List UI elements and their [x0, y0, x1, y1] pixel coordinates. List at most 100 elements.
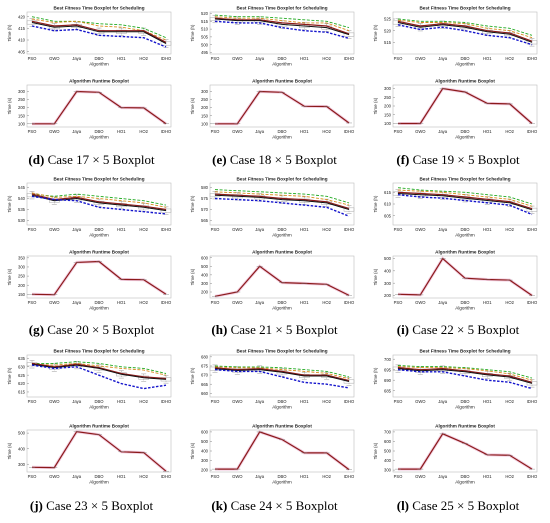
x-axis-label: Algorithm: [455, 480, 475, 485]
series-line-blue: [31, 25, 167, 48]
panel-title: Algorithm Runtime Boxplot: [435, 250, 495, 255]
y-tick-label: 200: [18, 283, 26, 288]
y-tick-label: 575: [201, 196, 209, 201]
y-tick-label: 540: [18, 196, 26, 201]
x-tick-label: PSO: [394, 399, 404, 404]
x-tick-label: HO2: [505, 129, 514, 134]
y-tick-label: 615: [18, 390, 26, 395]
y-tick-label: 300: [201, 281, 209, 286]
chart-panel-l-fitness: Best Fitness Time Boxplot for Scheduling…: [373, 349, 538, 410]
x-tick-label: Jaya: [255, 474, 265, 479]
y-tick-label: 415: [18, 26, 26, 31]
x-tick-label: HO2: [505, 399, 514, 404]
x-axis-label: Algorithm: [89, 306, 109, 311]
x-tick-label: HO1: [117, 129, 126, 134]
series-line-main: [397, 367, 533, 383]
y-axis-label: Time (s): [373, 442, 378, 459]
y-tick-label: 600: [384, 439, 392, 444]
y-tick-label: 500: [201, 264, 209, 269]
x-tick-label: HO2: [322, 300, 331, 305]
panel-title: Algorithm Runtime Boxplot: [252, 79, 312, 84]
series-line-green: [31, 16, 167, 39]
plot-area: [209, 429, 355, 473]
x-axis-label: Algorithm: [272, 135, 292, 140]
y-tick-label: 250: [18, 97, 26, 102]
series-line-orange: [214, 191, 350, 206]
x-tick-label: HO1: [483, 300, 492, 305]
x-tick-label: DBO: [460, 227, 470, 232]
x-tick-label: PSO: [28, 56, 38, 61]
x-tick-label: PSO: [28, 300, 38, 305]
y-tick-label: 500: [201, 439, 209, 444]
x-tick-label: GWO: [232, 227, 243, 232]
chart-panel-i-runtime: Algorithm Runtime Boxplot 200 300 400 500 PSO…: [373, 250, 538, 311]
x-tick-label: IDHO: [161, 474, 172, 479]
y-tick-label: 635: [18, 356, 26, 361]
box: [343, 379, 355, 384]
caption-text: Case 25 × 5 Boxplot: [412, 498, 520, 513]
y-tick-label: 580: [201, 185, 209, 190]
y-tick-label: 690: [384, 378, 392, 383]
x-tick-label: Jaya: [72, 300, 82, 305]
y-tick-label: 350: [18, 255, 26, 260]
x-tick-label: DBO: [460, 129, 470, 134]
y-tick-label: 100: [384, 121, 392, 126]
y-tick-label: 660: [201, 391, 209, 396]
y-tick-label: 250: [201, 97, 209, 102]
caption-letter: (d): [28, 152, 45, 167]
x-tick-label: Jaya: [438, 56, 448, 61]
chart-panel-d-runtime: Algorithm Runtime Boxplot 100 150 200 250 300…: [7, 79, 172, 140]
x-tick-label: GWO: [232, 56, 243, 61]
y-tick-label: 510: [201, 27, 209, 32]
y-axis-label: Time (s): [190, 442, 195, 459]
series-line-black: [31, 363, 167, 380]
caption-text: Case 21 × 5 Boxplot: [230, 322, 338, 337]
x-tick-label: HO2: [139, 300, 148, 305]
x-tick-label: HO2: [139, 129, 148, 134]
series-line-green: [397, 187, 533, 205]
y-tick-label: 670: [201, 373, 209, 378]
x-tick-label: DBO: [94, 300, 104, 305]
y-tick-label: 610: [384, 202, 392, 207]
y-tick-label: 200: [201, 290, 209, 295]
x-tick-label: IDHO: [527, 399, 538, 404]
panel-title: Algorithm Runtime Boxplot: [69, 79, 129, 84]
panel-title: Best Fitness Time Boxplot for Scheduling: [236, 349, 327, 354]
series-line-green: [32, 361, 167, 374]
x-axis-label: Algorithm: [455, 405, 475, 410]
x-tick-label: DBO: [94, 129, 104, 134]
x-tick-label: HO1: [300, 227, 309, 232]
x-tick-label: PSO: [394, 227, 404, 232]
x-axis-label: Algorithm: [272, 306, 292, 311]
x-tick-label: GWO: [232, 474, 243, 479]
y-axis-label: Time (h): [373, 367, 378, 384]
x-tick-label: IDHO: [527, 300, 538, 305]
series-line-orange: [214, 366, 350, 380]
y-tick-label: 400: [18, 446, 26, 451]
panel-title: Algorithm Runtime Boxplot: [69, 424, 129, 429]
x-tick-label: HO1: [117, 399, 126, 404]
x-tick-label: HO1: [300, 474, 309, 479]
y-tick-label: 530: [18, 218, 26, 223]
y-axis-label: Time (s): [7, 442, 12, 459]
x-tick-label: DBO: [94, 56, 104, 61]
chart-panel-j-fitness: Best Fitness Time Boxplot for Scheduling…: [7, 349, 172, 410]
caption-text: Case 18 × 5 Boxplot: [229, 152, 337, 167]
series-line-black: [397, 22, 533, 43]
caption-l: (l) Case 25 × 5 Boxplot: [366, 498, 550, 514]
x-tick-label: PSO: [211, 129, 221, 134]
x-axis-label: Algorithm: [272, 62, 292, 67]
chart-panel-g-runtime: Algorithm Runtime Boxplot 150 200 250 300 350…: [7, 250, 172, 311]
series-line-blue: [31, 364, 167, 390]
caption-j: (j) Case 23 × 5 Boxplot: [0, 498, 183, 514]
y-tick-label: 200: [384, 104, 392, 109]
x-tick-label: GWO: [49, 300, 60, 305]
x-tick-label: HO2: [505, 56, 514, 61]
y-tick-label: 400: [384, 268, 392, 273]
x-axis-label: Algorithm: [89, 405, 109, 410]
series-line-black: [397, 368, 533, 384]
x-tick-label: IDHO: [527, 56, 538, 61]
x-tick-label: HO2: [322, 129, 331, 134]
chart-panel-d-fitness: Best Fitness Time Boxplot for Scheduling…: [7, 6, 172, 67]
series-line-green: [214, 14, 350, 29]
